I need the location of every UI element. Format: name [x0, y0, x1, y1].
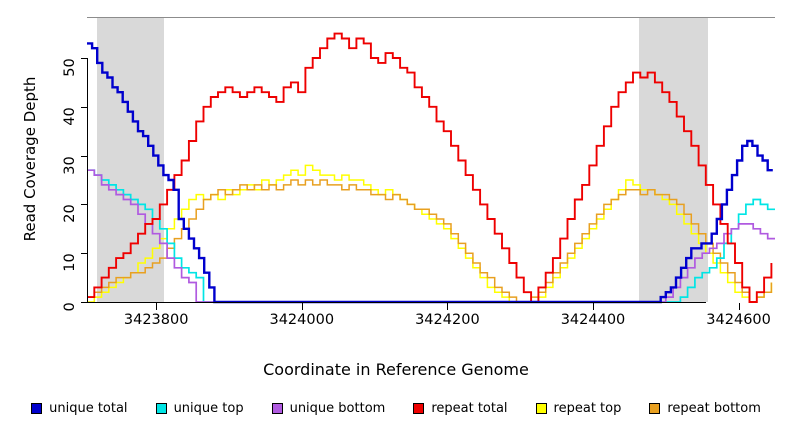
- legend-swatch-icon: [155, 402, 167, 414]
- legend-item-repeat-top[interactable]: repeat top: [535, 400, 622, 416]
- x-axis-tick-label: 3424200: [415, 312, 480, 328]
- legend-item-repeat-bottom[interactable]: repeat bottom: [649, 401, 761, 416]
- legend-label: unique top: [173, 400, 244, 416]
- x-axis-tick: [447, 303, 449, 310]
- series-layer: [87, 32, 775, 304]
- y-axis-tick-label: 40: [61, 107, 78, 126]
- legend-label: repeat bottom: [667, 400, 761, 416]
- legend: unique total unique top unique bottom repea…: [0, 398, 792, 418]
- y-axis-tick-label: 50: [61, 58, 78, 77]
- x-axis-title: Coordinate in Reference Genome: [263, 360, 529, 379]
- x-axis-line: [87, 302, 706, 303]
- legend-swatch-icon: [31, 402, 43, 414]
- x-axis-tick-label: 3423800: [123, 312, 189, 328]
- y-axis-tick: [81, 155, 87, 157]
- series-line-repeat-total: [87, 32, 773, 303]
- x-axis-tick: [592, 303, 594, 310]
- shaded-region-right: [638, 17, 708, 302]
- y-axis-tick: [81, 253, 87, 255]
- plot-area: [87, 17, 775, 304]
- x-axis-tick: [156, 303, 158, 310]
- legend-label: repeat top: [553, 400, 622, 416]
- legend-swatch-icon: [535, 402, 547, 414]
- y-axis-tick-label: 0: [61, 302, 78, 312]
- y-axis-tick: [81, 204, 87, 206]
- y-axis-tick-label: 10: [61, 253, 78, 272]
- legend-swatch-icon: [271, 402, 283, 414]
- y-axis-tick-label: 30: [61, 155, 78, 175]
- x-axis-tick-label: 3424000: [269, 312, 335, 328]
- y-axis-tick: [81, 302, 87, 303]
- legend-item-repeat-total[interactable]: repeat total: [413, 400, 508, 416]
- x-axis-tick: [301, 303, 303, 310]
- plot-top-rule: [87, 17, 775, 18]
- legend-label: repeat total: [431, 400, 508, 416]
- y-axis-line: [87, 58, 88, 303]
- series-line-unique-total: [87, 42, 773, 304]
- legend-label: unique bottom: [289, 400, 386, 416]
- legend-item-unique-top[interactable]: unique top: [155, 400, 244, 416]
- y-axis-tick-label: 20: [61, 204, 78, 224]
- y-axis-tick: [81, 58, 87, 59]
- y-axis-tick: [81, 106, 87, 108]
- legend-swatch-icon: [649, 402, 661, 414]
- legend-item-unique-bottom[interactable]: unique bottom: [271, 400, 386, 416]
- series-line-repeat-bottom: [87, 179, 773, 303]
- x-axis-tick: [738, 303, 740, 310]
- y-axis-title: Read Coverage Depth: [21, 76, 39, 242]
- legend-label: unique total: [49, 400, 128, 416]
- x-axis-tick-label: 3424600: [706, 312, 771, 328]
- legend-item-unique-total[interactable]: unique total: [31, 400, 128, 416]
- series-line-unique-bottom: [87, 169, 775, 303]
- x-axis-tick-label: 3424400: [560, 312, 626, 328]
- legend-swatch-icon: [413, 402, 425, 414]
